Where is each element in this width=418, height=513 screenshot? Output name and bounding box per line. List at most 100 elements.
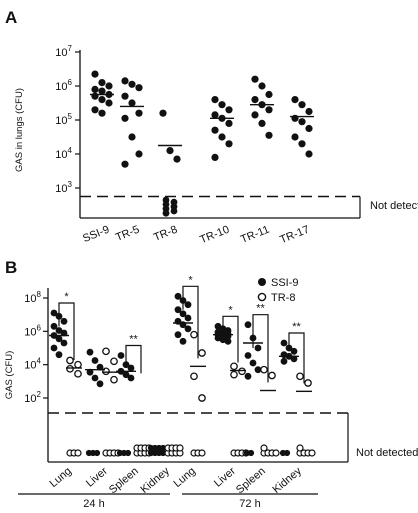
point-a-ssi-9-3 — [91, 85, 99, 93]
y-tick-label-b-6-exponent: 6 — [37, 323, 42, 332]
point-b-tr8-lung-72h-1 — [198, 349, 206, 357]
point-a-tr-10-9 — [211, 153, 219, 161]
point-a-tr-11-3 — [251, 96, 259, 104]
point-a-ssi-9-4 — [98, 87, 106, 95]
category-label-a-tr-11: TR-11 — [239, 224, 271, 246]
point-a-tr-17-1 — [298, 101, 306, 109]
y-tick-label-a-6-base: 10 — [55, 81, 67, 93]
y-tick-label-b-8-exponent: 8 — [37, 290, 42, 299]
point-b-ssi9-spleen-24h-5 — [127, 374, 135, 382]
point-b-tr8-liver-72h-1 — [238, 367, 246, 376]
category-label-a-ssi-9: SSI-9 — [81, 224, 111, 245]
category-label-b-spleen-72h: Spleen — [234, 465, 268, 496]
legend-label-ssi-9: SSI-9 — [271, 277, 299, 289]
legend-marker-ssi-9 — [258, 278, 266, 286]
y-tick-label-b-4: 104 — [24, 357, 41, 372]
significance-label-liver-72h: * — [228, 304, 233, 316]
point-b-ssi9-spleen-72h-3 — [244, 352, 252, 359]
y-tick-label-b-2-base: 10 — [24, 393, 36, 405]
y-tick-label-a-6-exponent: 6 — [68, 78, 73, 87]
point-a-tr-5-5 — [135, 109, 143, 117]
point-b-ssi9-spleen-72h-6 — [244, 372, 252, 380]
category-label-a-tr-10: TR-10 — [198, 224, 231, 247]
point-a-tr-11-7 — [258, 119, 266, 127]
point-b-ssi9-lung-24h-9 — [50, 344, 58, 352]
point-b-ssi9-liver-24h-5 — [96, 380, 104, 388]
point-b-ssi9-kidney-72h-5 — [290, 355, 298, 363]
y-tick-label-a-4-base: 10 — [55, 149, 67, 161]
y-tick-label-a-7-base: 10 — [55, 47, 67, 59]
point-b-ssi9-lung-72h-5 — [184, 314, 192, 322]
point-b-ssi9-kidney-72h-2 — [290, 347, 298, 355]
point-b-tr8-kidney-72h-1 — [304, 379, 312, 387]
point-a-ssi-9-10 — [98, 109, 106, 117]
y-tick-label-b-4-exponent: 4 — [37, 357, 42, 366]
point-b-tr8-lung-24h-0 — [66, 356, 74, 365]
point-b-tr8-liver-24h-1 — [110, 357, 118, 366]
point-b-ssi9-kidney-72h-6 — [280, 357, 288, 365]
point-a-tr-11-8 — [265, 131, 273, 139]
point-a-tr-11-6 — [251, 111, 259, 119]
point-b-ssi9-lung-24h-5 — [60, 329, 68, 337]
point-a-ssi-9-6 — [91, 92, 99, 100]
y-tick-label-a-5-exponent: 5 — [68, 112, 73, 121]
point-b-nd-tr8-kidney-72h-3 — [308, 449, 316, 457]
significance-label-spleen-24h: ** — [129, 334, 138, 346]
point-a-tr-17-2 — [305, 107, 313, 116]
point-a-tr-17-0 — [291, 96, 299, 104]
point-b-ssi9-spleen-24h-0 — [117, 352, 125, 359]
point-b-ssi9-lung-72h-9 — [174, 331, 182, 339]
y-tick-label-b-8: 108 — [24, 290, 41, 305]
significance-label-kidney-72h: ** — [292, 321, 301, 333]
significance-bracket-lung-24h — [58, 302, 75, 360]
point-a-tr-5-3 — [121, 92, 129, 100]
point-b-nd-ssi9-kidney-24h-3 — [159, 449, 167, 457]
panel-letter-a: A — [5, 8, 17, 27]
point-b-ssi9-lung-72h-2 — [184, 301, 192, 309]
point-a-tr-11-5 — [265, 106, 273, 114]
point-b-nd-tr8-kidney-24h-7 — [176, 444, 184, 452]
point-b-ssi9-lung-72h-0 — [174, 292, 182, 300]
y-tick-label-b-2: 102 — [24, 390, 41, 405]
y-tick-label-b-8-base: 10 — [24, 293, 36, 305]
point-a-tr-8-1 — [166, 147, 174, 155]
point-b-ssi9-spleen-72h-4 — [249, 359, 257, 367]
point-b-ssi9-spleen-72h-2 — [254, 344, 262, 352]
point-a-tr-10-6 — [211, 126, 219, 134]
point-b-ssi9-liver-24h-3 — [86, 368, 94, 376]
point-b-tr8-liver-72h-0 — [230, 362, 238, 371]
point-b-tr8-liver-72h-2 — [230, 370, 238, 379]
point-b-nd-tr8-spleen-72h-3 — [272, 449, 280, 457]
point-a-tr-5-0 — [121, 77, 129, 85]
point-a-tr-5-6 — [121, 114, 129, 122]
legend-marker-tr-8 — [257, 292, 267, 302]
point-b-ssi9-lung-72h-10 — [179, 337, 187, 345]
y-tick-label-a-4-exponent: 4 — [68, 146, 73, 155]
y-tick-label-a-4: 104 — [55, 146, 72, 161]
significance-bracket-lung-72h — [182, 285, 199, 359]
y-tick-label-a-3-base: 10 — [55, 183, 67, 195]
point-b-ssi9-liver-24h-1 — [91, 357, 99, 364]
point-a-tr-10-0 — [211, 96, 219, 104]
point-a-tr-11-2 — [265, 90, 273, 99]
point-a-tr-5-8 — [135, 150, 143, 158]
category-label-b-kidney-24h: Kidney — [138, 465, 172, 496]
point-b-tr8-lung-72h-3 — [198, 394, 206, 402]
significance-label-lung-24h: * — [64, 291, 69, 303]
significance-bracket-kidney-72h — [288, 332, 305, 384]
point-a-tr-17-6 — [291, 133, 299, 141]
point-b-ssi9-lung-72h-8 — [184, 325, 192, 333]
point-b-ssi9-lung-24h-3 — [50, 322, 58, 330]
point-b-ssi9-lung-24h-10 — [55, 351, 63, 359]
category-label-b-kidney-72h: Kidney — [270, 465, 304, 496]
point-b-tr8-liver-24h-0 — [102, 347, 110, 356]
point-a-tr-10-7 — [218, 133, 226, 141]
point-a-ssi-9-0 — [91, 70, 99, 78]
point-b-tr8-lung-24h-2 — [66, 364, 74, 373]
point-b-ssi9-liver-24h-2 — [96, 363, 104, 371]
point-a-tr-10-2 — [225, 106, 233, 114]
point-a-nd-tr-8-6 — [162, 209, 170, 217]
y-tick-label-a-3-exponent: 3 — [68, 180, 73, 189]
point-b-ssi9-lung-72h-3 — [174, 306, 182, 314]
